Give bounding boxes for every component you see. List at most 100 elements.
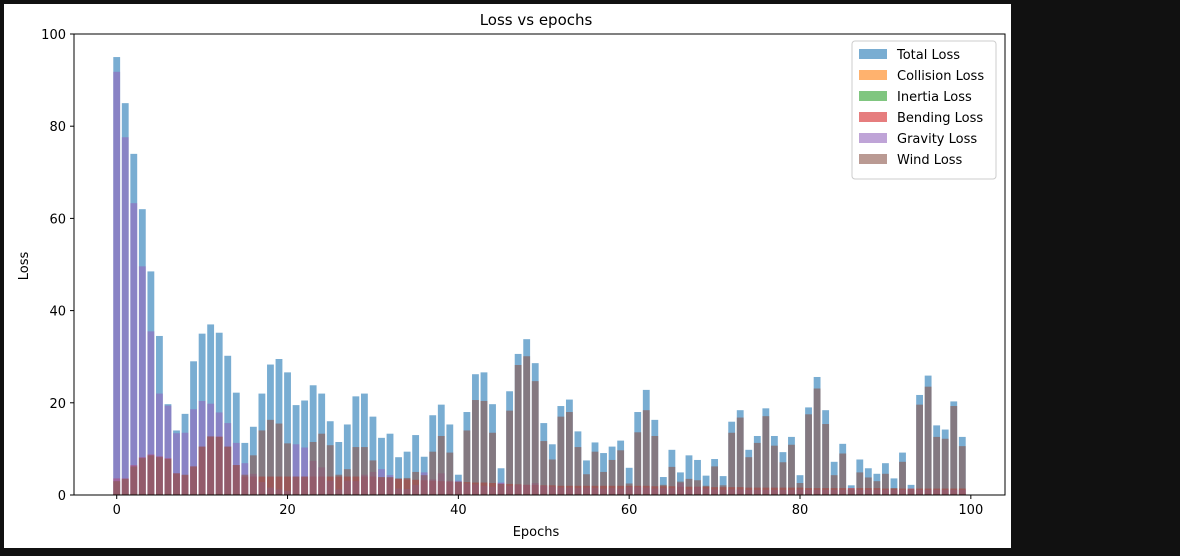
- bar-wind-loss: [249, 455, 257, 495]
- bar-wind-loss: [130, 466, 138, 495]
- bar-total-loss: [309, 385, 317, 495]
- bar-total-loss: [395, 457, 402, 495]
- bar-wind-loss: [899, 461, 906, 495]
- bar-wind-loss: [719, 485, 727, 495]
- bar-wind-loss: [565, 412, 573, 495]
- x-axis: 0 20 40 60 80 100: [113, 495, 983, 518]
- bar-wind-loss: [429, 451, 437, 495]
- legend-swatch: [859, 49, 887, 59]
- bar-wind-loss: [796, 483, 804, 495]
- bar-total-loss: [403, 451, 411, 495]
- legend-swatch: [859, 112, 887, 122]
- bar-total-loss: [369, 416, 377, 495]
- x-tick-label: 80: [792, 503, 809, 518]
- bar-wind-loss: [369, 460, 377, 495]
- bar-wind-loss: [173, 473, 180, 495]
- bar-wind-loss: [113, 481, 121, 495]
- bar-wind-loss: [779, 462, 787, 495]
- bar-wind-loss: [403, 477, 411, 495]
- bar-wind-loss: [659, 484, 667, 495]
- y-axis-label: Loss: [17, 252, 32, 281]
- bar-wind-loss: [437, 435, 445, 495]
- bar-gravity-loss: [156, 393, 163, 495]
- bar-gravity-loss: [292, 444, 300, 495]
- bar-wind-loss: [736, 417, 744, 495]
- bar-wind-loss: [267, 419, 274, 495]
- bar-gravity-loss: [113, 71, 121, 496]
- bar-wind-loss: [420, 475, 428, 495]
- bar-wind-loss: [360, 447, 368, 495]
- bar-total-loss: [284, 372, 291, 495]
- bar-wind-loss: [907, 489, 915, 495]
- bar-wind-loss: [190, 466, 197, 495]
- bar-wind-loss: [933, 436, 941, 495]
- y-tick-label: 40: [49, 305, 66, 320]
- bar-wind-loss: [728, 432, 736, 495]
- bar-total-loss: [352, 396, 360, 495]
- legend-label: Bending Loss: [897, 111, 983, 126]
- bar-wind-loss: [181, 474, 189, 495]
- bar-wind-loss: [762, 416, 770, 495]
- legend-label: Total Loss: [896, 48, 960, 63]
- bar-layer: [113, 57, 966, 496]
- bar-wind-loss: [813, 388, 821, 495]
- bar-wind-loss: [523, 356, 531, 495]
- bar-wind-loss: [634, 432, 642, 495]
- bar-wind-loss: [583, 474, 590, 495]
- bar-wind-loss: [454, 481, 462, 495]
- bar-wind-loss: [301, 476, 309, 495]
- bar-wind-loss: [540, 441, 548, 495]
- legend-swatch: [859, 133, 887, 143]
- bar-wind-loss: [753, 442, 761, 495]
- legend-label: Wind Loss: [897, 153, 963, 168]
- bar-chart: 0 20 40 60 80 100 0 20 40 60 80 100 Loss vs epochs…: [17, 11, 1006, 540]
- bar-wind-loss: [805, 414, 812, 495]
- bar-wind-loss: [463, 430, 471, 495]
- bar-wind-loss: [489, 432, 496, 495]
- bar-wind-loss: [207, 436, 215, 495]
- bar-wind-loss: [694, 480, 701, 495]
- bar-wind-loss: [531, 381, 539, 495]
- bar-wind-loss: [275, 423, 283, 495]
- legend-box: [851, 40, 997, 180]
- bar-wind-loss: [847, 489, 855, 495]
- y-tick-label: 20: [49, 397, 66, 412]
- bar-wind-loss: [608, 459, 616, 495]
- bar-gravity-loss: [173, 433, 180, 495]
- legend-swatch: [859, 70, 887, 80]
- bar-wind-loss: [557, 416, 565, 495]
- bar-wind-loss: [830, 475, 838, 495]
- legend-swatch: [859, 91, 887, 101]
- bar-wind-loss: [412, 471, 420, 495]
- bar-wind-loss: [822, 424, 830, 495]
- bar-wind-loss: [873, 481, 881, 495]
- bar-wind-loss: [677, 481, 684, 495]
- bar-wind-loss: [241, 474, 249, 495]
- bar-wind-loss: [924, 386, 932, 495]
- bar-wind-loss: [856, 472, 864, 495]
- bar-total-loss: [702, 475, 710, 495]
- bar-gravity-loss: [164, 405, 172, 495]
- bar-gravity-loss: [121, 137, 129, 495]
- bar-wind-loss: [198, 446, 206, 495]
- bar-wind-loss: [121, 478, 129, 495]
- bar-gravity-loss: [190, 409, 197, 495]
- bar-gravity-loss: [138, 266, 146, 495]
- x-tick-label: 0: [113, 503, 121, 518]
- bar-wind-loss: [958, 446, 966, 495]
- bar-total-loss: [890, 478, 898, 495]
- bar-wind-loss: [497, 483, 505, 495]
- bar-total-loss: [625, 467, 633, 495]
- bar-wind-loss: [839, 453, 847, 495]
- bar-wind-loss: [711, 466, 719, 495]
- chart-title: Loss vs epochs: [480, 11, 593, 29]
- bar-wind-loss: [258, 430, 266, 495]
- bar-wind-loss: [514, 365, 522, 495]
- legend: Total Loss Collision Loss Inertia Loss Bend…: [851, 40, 997, 180]
- bar-gravity-loss: [181, 432, 189, 495]
- x-tick-label: 100: [958, 503, 983, 518]
- y-tick-label: 0: [58, 489, 66, 504]
- bar-wind-loss: [916, 404, 923, 495]
- bar-total-loss: [343, 424, 351, 495]
- x-tick-label: 40: [450, 503, 467, 518]
